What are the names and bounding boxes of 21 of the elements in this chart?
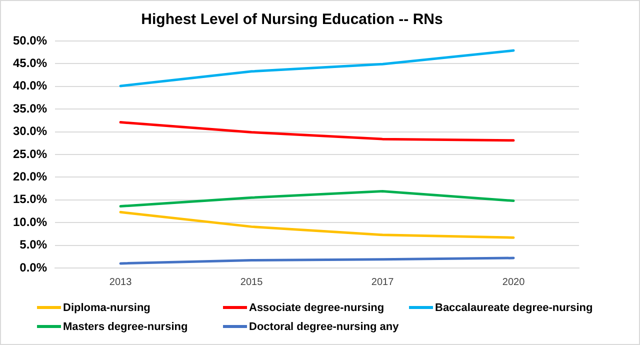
y-tick-label: 5.0%	[20, 238, 48, 252]
legend-label: Diploma-nursing	[63, 302, 150, 314]
y-tick-label: 15.0%	[12, 192, 48, 206]
x-tick-label: 2013	[109, 276, 132, 288]
y-tick-label: 50.0%	[12, 33, 48, 48]
legend-label: Masters degree-nursing	[63, 320, 188, 332]
legend-label: Doctoral degree-nursing any	[249, 320, 399, 332]
legend-label: Baccalaureate degree-nursing	[435, 302, 593, 314]
y-tick-label: 10.0%	[12, 214, 48, 229]
y-tick-label: 35.0%	[12, 101, 48, 116]
y-tick-label: 20.0%	[12, 170, 48, 184]
y-tick-label: 0.0%	[20, 260, 48, 274]
y-tick-label: 40.0%	[12, 78, 48, 93]
y-tick-label: 30.0%	[12, 124, 48, 138]
x-tick-label: 2020	[502, 276, 526, 288]
legend-label: Associate degree-nursing	[249, 302, 384, 314]
y-tick-label: 45.0%	[12, 56, 48, 70]
x-tick-label: 2015	[240, 276, 264, 288]
y-tick-label: 25.0%	[12, 146, 48, 161]
chart-title: Highest Level of Nursing Education -- RNs	[141, 11, 443, 28]
x-tick-label: 2017	[371, 276, 394, 288]
